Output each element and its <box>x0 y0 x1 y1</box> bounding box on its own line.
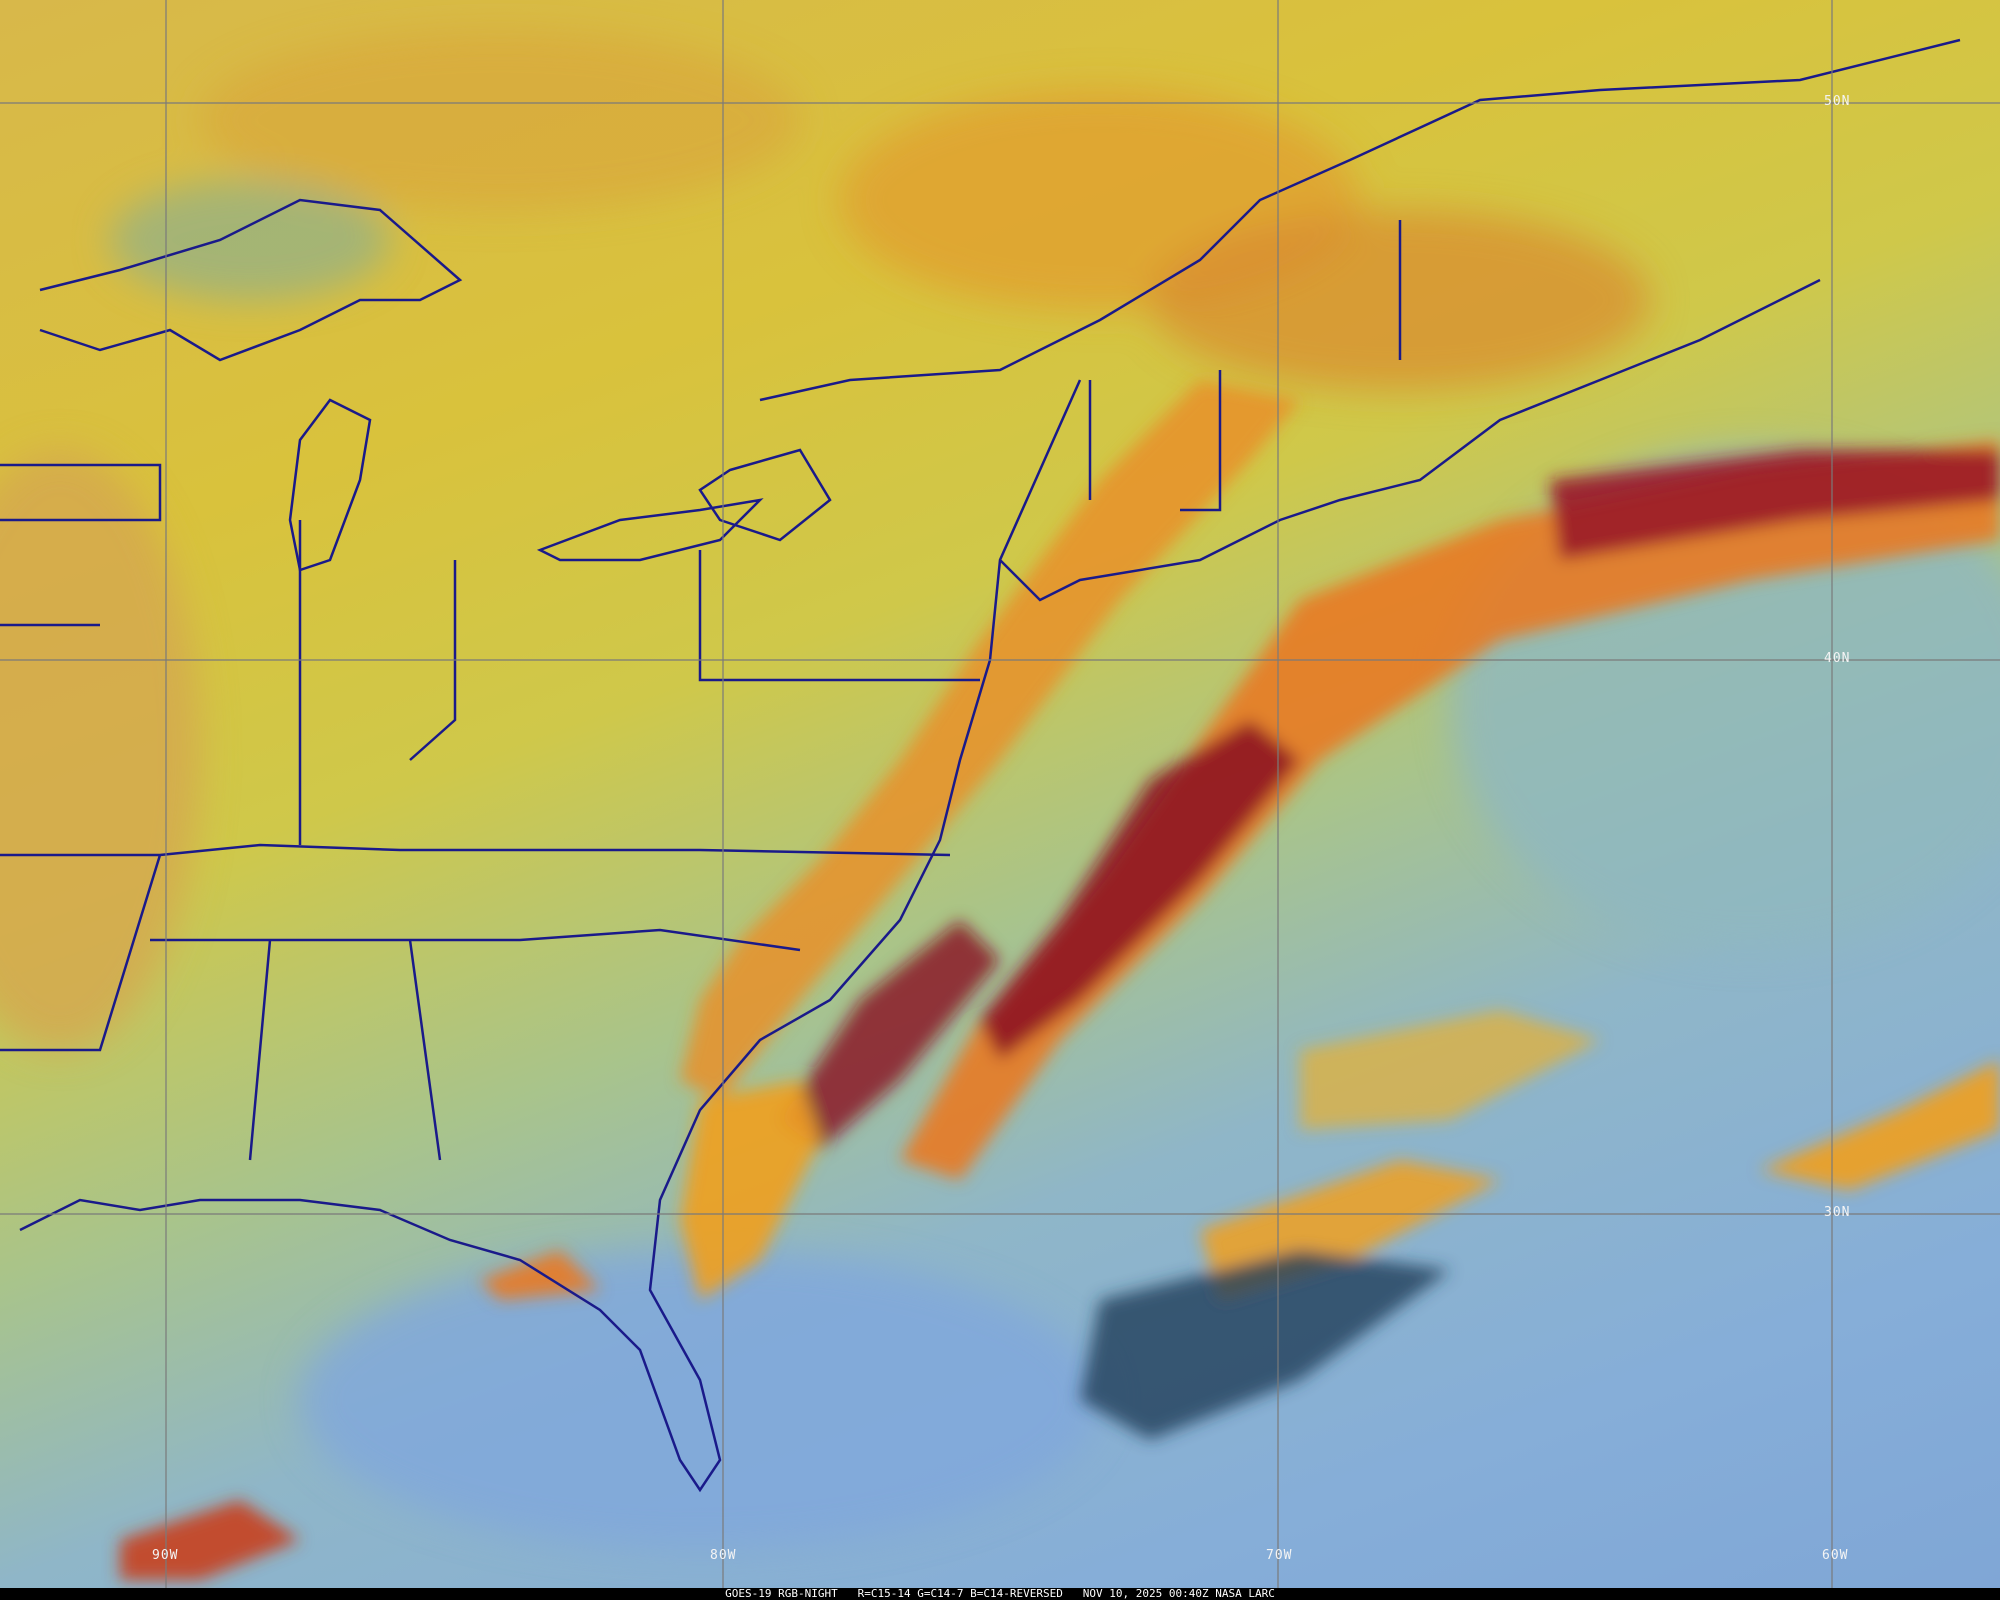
lon-label-90w: 90W <box>152 1548 179 1563</box>
timestamp: NOV 10, 2025 00:40Z <box>1082 1587 1209 1600</box>
image-caption-bar: GOES-19 RGB-NIGHT R=C15-14 G=C14-7 B=C14… <box>0 1588 2000 1600</box>
lat-label-40n: 40N <box>1824 651 1851 666</box>
lon-label-70w: 70W <box>1266 1548 1293 1563</box>
source-credit: NASA LARC <box>1215 1587 1275 1600</box>
lat-label-30n: 30N <box>1824 1205 1851 1220</box>
political-boundaries <box>0 38 1961 1493</box>
satellite-name: GOES-19 RGB-NIGHT <box>725 1587 838 1600</box>
storm-band <box>120 380 2000 1580</box>
lon-label-60w: 60W <box>1822 1548 1849 1563</box>
lon-label-80w: 80W <box>710 1548 737 1563</box>
channel-recipe: R=C15-14 G=C14-7 B=C14-REVERSED <box>857 1587 1063 1600</box>
lat-label-50n: 50N <box>1824 94 1851 109</box>
